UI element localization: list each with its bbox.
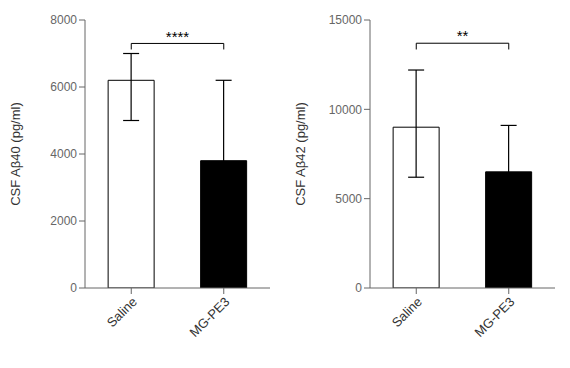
svg-text:2000: 2000 — [50, 214, 77, 228]
svg-text:10000: 10000 — [329, 103, 363, 117]
svg-text:CSF Aβ40 (pg/ml): CSF Aβ40 (pg/ml) — [8, 102, 23, 206]
svg-text:Saline: Saline — [389, 294, 425, 330]
svg-text:MG-PE3: MG-PE3 — [472, 294, 518, 340]
svg-text:Saline: Saline — [104, 294, 140, 330]
svg-text:4000: 4000 — [50, 147, 77, 161]
svg-text:CSF Aβ42 (pg/ml): CSF Aβ42 (pg/ml) — [293, 102, 308, 206]
svg-text:15000: 15000 — [329, 13, 363, 27]
svg-text:6000: 6000 — [50, 80, 77, 94]
svg-text:8000: 8000 — [50, 13, 77, 27]
svg-text:MG-PE3: MG-PE3 — [187, 294, 233, 340]
svg-text:****: **** — [166, 28, 190, 45]
svg-text:0: 0 — [70, 281, 77, 295]
svg-text:**: ** — [457, 27, 469, 44]
svg-text:5000: 5000 — [335, 192, 362, 206]
svg-text:0: 0 — [355, 281, 362, 295]
